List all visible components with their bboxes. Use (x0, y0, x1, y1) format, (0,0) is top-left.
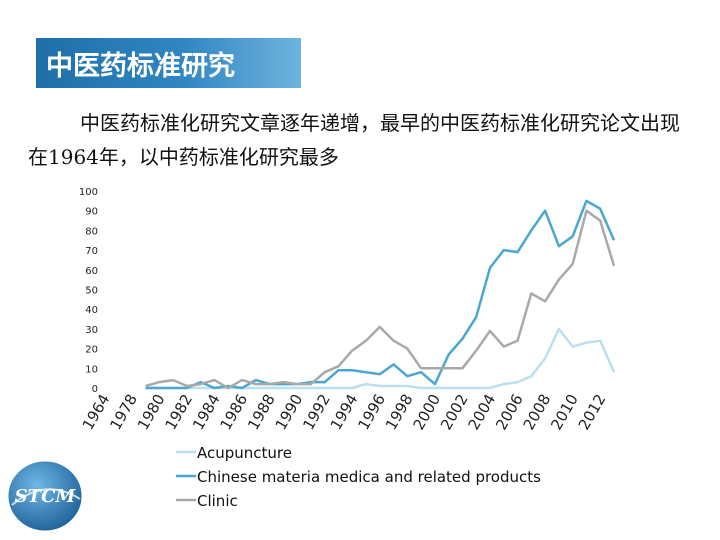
x-tick-label: 2010 (547, 391, 582, 433)
page-title: 中医药标准研究 (46, 51, 235, 82)
x-tick-label: 1990 (272, 391, 307, 433)
y-tick-label: 70 (85, 246, 98, 257)
y-tick-label: 50 (85, 286, 98, 297)
y-tick-label: 90 (85, 207, 98, 218)
x-tick-label: 1964 (79, 391, 114, 433)
x-tick-label: 2006 (492, 391, 527, 433)
x-tick-label: 1984 (189, 391, 224, 433)
y-tick-label: 20 (85, 345, 98, 356)
series-lines (145, 199, 616, 390)
y-tick-label: 80 (85, 226, 98, 237)
x-tick-label: 2012 (575, 391, 610, 433)
x-tick-label: 1994 (327, 391, 362, 433)
x-tick-label: 1980 (134, 391, 169, 433)
y-tick-label: 100 (79, 187, 98, 198)
x-axis: 1964197819801982198419861988199019921994… (79, 391, 610, 433)
x-tick-label: 1988 (244, 391, 279, 433)
x-tick-label: 1986 (217, 391, 252, 433)
x-tick-label: 1998 (382, 391, 417, 433)
x-tick-label: 1992 (299, 391, 334, 433)
x-tick-label: 2000 (409, 391, 444, 433)
legend: Acupuncture Chinese materia medica and re… (176, 444, 541, 510)
x-tick-label: 2002 (437, 391, 472, 433)
description-text: 中医药标准化研究文章逐年递增，最早的中医药标准化研究论文出现在1964年，以中药… (28, 111, 680, 169)
legend-label-2: Clinic (197, 492, 238, 510)
x-tick-label: 2008 (520, 391, 555, 433)
series-line-2 (145, 209, 616, 390)
y-tick-label: 10 (85, 364, 98, 375)
logo-text: STCM (15, 486, 77, 507)
x-tick-label: 2004 (465, 391, 500, 433)
legend-label-0: Acupuncture (197, 444, 292, 462)
stcm-logo: STCM (5, 458, 85, 534)
y-tick-label: 0 (92, 384, 98, 395)
y-tick-label: 30 (85, 325, 98, 336)
y-tick-label: 40 (85, 305, 98, 316)
y-axis: 0 10 20 30 40 50 60 70 80 90 100 (79, 187, 98, 395)
x-tick-label: 1978 (106, 391, 141, 433)
title-banner: 中医药标准研究 (36, 38, 301, 88)
x-tick-label: 1996 (354, 391, 389, 433)
y-tick-label: 60 (85, 266, 98, 277)
legend-label-1: Chinese materia medica and related produ… (197, 468, 541, 486)
x-tick-label: 1982 (161, 391, 196, 433)
series-line-0 (145, 327, 616, 390)
